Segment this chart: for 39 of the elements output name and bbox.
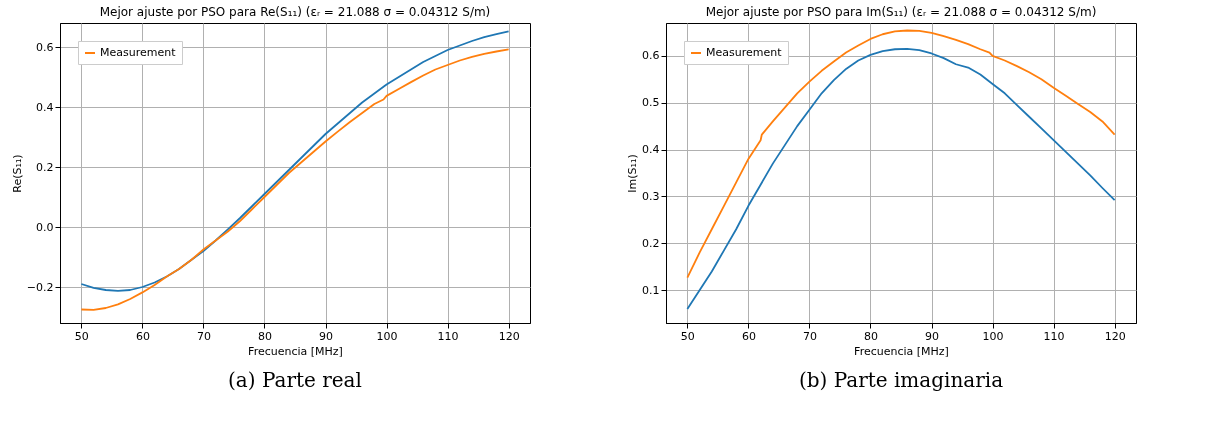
x-tick-label: 70 [196, 329, 211, 343]
chart-title: Mejor ajuste por PSO para Re(S₁₁) (εᵣ = 21.088 σ = 0.04312 S/m) [99, 5, 491, 19]
x-axis-title: Frecuencia [MHz] [248, 344, 343, 358]
y-tick-label: 0.2 [36, 160, 54, 174]
x-tick-label: 110 [437, 329, 459, 343]
x-tick-label: 60 [135, 329, 150, 343]
legend-label: Measurement [706, 46, 783, 59]
y-tick-label: 0.3 [642, 189, 660, 203]
x-tick-label: 60 [741, 329, 756, 343]
x-tick-label: 110 [1043, 329, 1065, 343]
x-tick-label: 80 [863, 329, 878, 343]
y-tick-label: −0.2 [26, 280, 54, 294]
x-tick-label: 100 [982, 329, 1004, 343]
legend-label: Measurement [100, 46, 177, 59]
y-tick-label: 0.4 [36, 100, 54, 114]
x-tick-label: 80 [257, 329, 272, 343]
y-tick-label: 0.1 [642, 283, 660, 297]
x-tick-label: 100 [376, 329, 398, 343]
x-tick-label: 120 [1104, 329, 1126, 343]
x-tick-label: 50 [74, 329, 89, 343]
y-axis-title: Im(S₁₁) [626, 154, 640, 193]
text: (b) Parte imaginaria [798, 368, 1004, 392]
x-tick-label: 90 [319, 329, 334, 343]
line-series [686, 29, 1116, 279]
x-tick-label: 70 [802, 329, 817, 343]
y-tick-label: 0.6 [36, 40, 54, 54]
y-axis-title: Re(S₁₁) [10, 154, 24, 193]
x-axis-title: Frecuencia [MHz] [854, 344, 949, 358]
x-tick-label: 90 [925, 329, 940, 343]
text: (a) Parte real [228, 368, 362, 392]
line-series [686, 47, 1116, 310]
y-tick-label: 0.4 [642, 143, 660, 157]
y-tick-label: 0.5 [642, 96, 660, 110]
x-tick-label: 120 [498, 329, 520, 343]
y-tick-label: 0.0 [36, 220, 54, 234]
chart-title: Mejor ajuste por PSO para Im(S₁₁) (εᵣ = 21.088 σ = 0.04312 S/m) [705, 5, 1097, 19]
y-tick-label: 0.6 [642, 49, 660, 63]
x-tick-label: 50 [680, 329, 695, 343]
y-tick-label: 0.2 [642, 236, 660, 250]
